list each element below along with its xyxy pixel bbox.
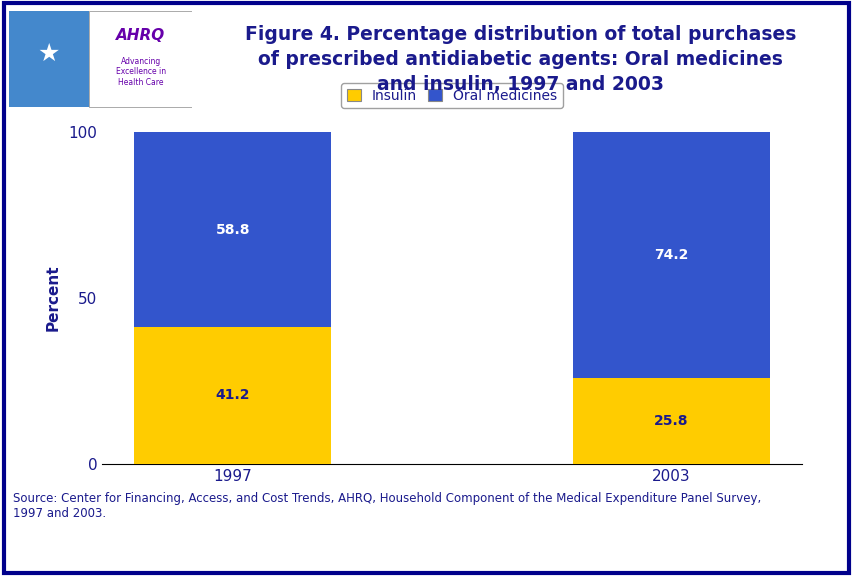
- Text: Advancing
Excellence in
Health Care: Advancing Excellence in Health Care: [115, 57, 165, 87]
- Text: Source: Center for Financing, Access, and Cost Trends, AHRQ, Household Component: Source: Center for Financing, Access, an…: [13, 492, 760, 521]
- Bar: [134, 327, 331, 464]
- Text: 58.8: 58.8: [216, 223, 250, 237]
- Bar: [572, 132, 769, 378]
- Text: Figure 4. Percentage distribution of total purchases
of prescribed antidiabetic : Figure 4. Percentage distribution of tot…: [245, 25, 795, 94]
- Bar: [9, 11, 89, 107]
- Bar: [572, 378, 769, 464]
- Text: 41.2: 41.2: [216, 388, 250, 403]
- Text: AHRQ: AHRQ: [116, 28, 165, 43]
- Bar: [89, 11, 192, 107]
- Y-axis label: Percent: Percent: [45, 265, 60, 331]
- Text: 74.2: 74.2: [653, 248, 688, 262]
- Bar: [134, 132, 331, 327]
- Text: 25.8: 25.8: [653, 414, 688, 428]
- Text: ★: ★: [37, 41, 60, 66]
- Legend: Insulin, Oral medicines: Insulin, Oral medicines: [341, 83, 562, 108]
